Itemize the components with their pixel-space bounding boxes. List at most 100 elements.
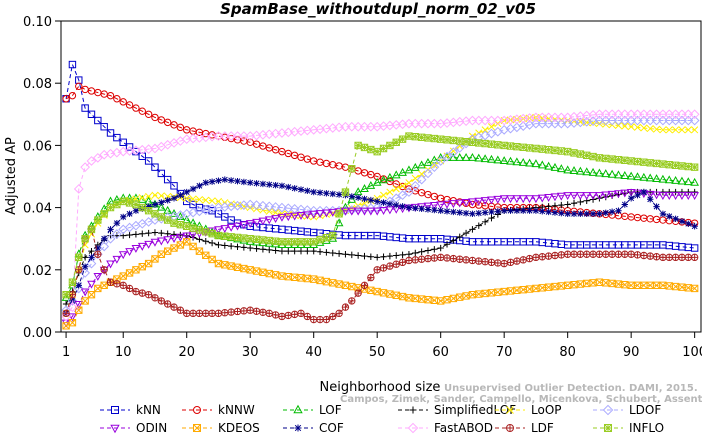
data-point bbox=[685, 188, 692, 196]
data-point bbox=[543, 118, 554, 129]
data-point bbox=[335, 210, 343, 218]
data-point bbox=[183, 194, 191, 202]
data-point bbox=[480, 197, 490, 206]
data-point bbox=[416, 118, 427, 129]
data-point bbox=[348, 251, 355, 259]
data-point bbox=[595, 192, 604, 201]
data-point bbox=[583, 279, 591, 288]
data-point bbox=[266, 246, 273, 254]
data-point bbox=[94, 244, 102, 252]
data-point bbox=[113, 133, 121, 142]
data-point bbox=[296, 212, 306, 220]
data-point bbox=[100, 210, 108, 218]
data-point bbox=[481, 289, 489, 298]
data-point bbox=[652, 253, 661, 261]
data-point bbox=[409, 406, 417, 414]
data-point bbox=[532, 207, 540, 214]
data-point bbox=[454, 143, 465, 153]
legend: kNN kNNW LOF SimplifiedLOF LoOP LDOF ODIN KDEOS… bbox=[100, 403, 664, 434]
data-point bbox=[245, 220, 255, 229]
data-point bbox=[646, 125, 654, 133]
data-point bbox=[208, 239, 216, 247]
data-point bbox=[176, 221, 185, 229]
data-point bbox=[405, 179, 413, 187]
data-point bbox=[94, 116, 102, 125]
data-point bbox=[106, 278, 115, 286]
data-point bbox=[264, 216, 274, 225]
data-point bbox=[575, 192, 585, 201]
data-point bbox=[94, 250, 102, 258]
data-point bbox=[506, 258, 515, 266]
data-point bbox=[170, 303, 178, 311]
series-kdeos bbox=[62, 238, 699, 330]
data-point bbox=[207, 227, 217, 236]
data-point bbox=[473, 115, 484, 126]
data-point bbox=[291, 247, 298, 255]
data-point bbox=[589, 210, 597, 218]
series-ldf bbox=[62, 225, 699, 324]
data-point bbox=[461, 198, 471, 207]
data-point bbox=[500, 141, 508, 150]
data-point bbox=[418, 205, 425, 213]
data-point bbox=[233, 233, 242, 242]
y-tick-label: 0.04 bbox=[23, 202, 52, 217]
data-point bbox=[372, 207, 382, 216]
y-tick-label: 0.00 bbox=[23, 326, 52, 341]
data-point bbox=[277, 213, 287, 222]
data-point bbox=[348, 297, 356, 305]
data-point bbox=[75, 253, 83, 262]
legend-item-fastabod: FastABOD bbox=[398, 421, 493, 434]
data-point bbox=[569, 166, 579, 174]
data-point bbox=[119, 98, 127, 106]
x-tick-label: 1 bbox=[62, 345, 70, 360]
data-point bbox=[645, 109, 656, 120]
data-point bbox=[75, 306, 83, 314]
data-point bbox=[437, 207, 444, 214]
x-tick-label: 80 bbox=[559, 345, 576, 360]
data-point bbox=[462, 292, 470, 300]
data-point bbox=[424, 247, 432, 254]
data-point bbox=[633, 123, 642, 131]
data-point bbox=[163, 118, 172, 127]
data-point bbox=[589, 250, 597, 258]
data-point bbox=[691, 223, 698, 230]
data-point bbox=[537, 112, 548, 123]
data-point bbox=[531, 112, 541, 123]
data-point bbox=[399, 251, 406, 259]
data-point bbox=[361, 195, 368, 203]
data-point bbox=[557, 251, 566, 259]
data-point bbox=[81, 297, 89, 305]
data-point bbox=[613, 109, 624, 120]
data-point bbox=[150, 238, 160, 247]
series-layer bbox=[61, 60, 700, 330]
data-point bbox=[678, 253, 686, 261]
data-point bbox=[507, 207, 514, 214]
data-point bbox=[126, 210, 133, 218]
data-point bbox=[354, 141, 362, 150]
data-point bbox=[360, 207, 369, 216]
data-point bbox=[151, 294, 159, 302]
data-point bbox=[602, 209, 609, 216]
data-point bbox=[570, 200, 578, 207]
data-point bbox=[545, 203, 552, 210]
data-point bbox=[315, 237, 325, 246]
data-point bbox=[671, 253, 680, 261]
data-point bbox=[202, 179, 209, 186]
data-point bbox=[398, 135, 407, 143]
data-point bbox=[564, 210, 571, 218]
data-point bbox=[323, 249, 330, 256]
data-point bbox=[347, 194, 357, 203]
data-point bbox=[494, 141, 502, 149]
data-point bbox=[640, 251, 648, 260]
data-point bbox=[100, 281, 108, 290]
data-point bbox=[658, 192, 668, 201]
data-point bbox=[449, 254, 458, 263]
data-point bbox=[691, 126, 699, 134]
data-point bbox=[518, 195, 528, 204]
legend-item-simplifiedlof: SimplifiedLOF bbox=[398, 403, 516, 417]
data-point bbox=[290, 240, 300, 248]
x-tick-label: 50 bbox=[369, 345, 386, 360]
data-point bbox=[545, 208, 552, 216]
data-point bbox=[189, 185, 197, 193]
y-tick-label: 0.08 bbox=[23, 77, 52, 92]
